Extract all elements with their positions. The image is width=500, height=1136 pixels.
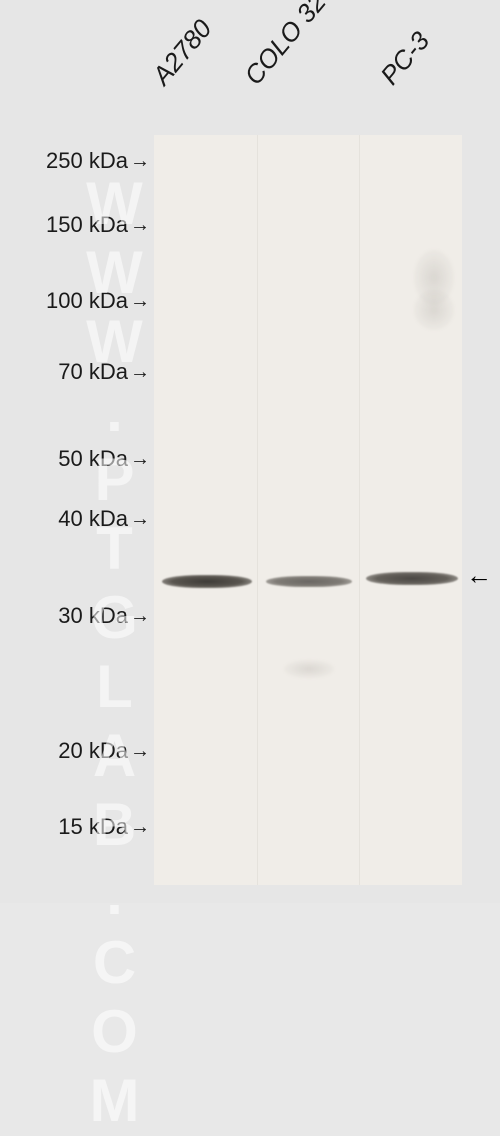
lane-divider	[257, 135, 258, 885]
band-lane2	[266, 576, 352, 587]
band-lane1	[162, 575, 252, 588]
mw-marker-label: 70 kDa	[58, 359, 128, 385]
mw-marker-50: 50 kDa→	[58, 446, 148, 472]
watermark-text: WWW.PTGLAB.COM	[80, 170, 149, 1136]
marker-arrow-icon: →	[130, 816, 148, 839]
mw-marker-15: 15 kDa→	[58, 814, 148, 840]
marker-arrow-icon: →	[130, 740, 148, 763]
band-lane3	[366, 572, 458, 585]
marker-arrow-icon: →	[130, 290, 148, 313]
target-band-arrow-icon: ←	[466, 560, 492, 591]
western-blot-figure: 250 kDa→ 150 kDa→ 100 kDa→ 70 kDa→ 50 kD…	[0, 0, 500, 903]
marker-arrow-icon: →	[130, 214, 148, 237]
lane-label-pc3: PC-3	[374, 26, 436, 91]
nonspecific-smudge	[284, 660, 334, 678]
mw-marker-label: 250 kDa	[46, 148, 128, 174]
blot-membrane	[154, 135, 462, 885]
mw-marker-30: 30 kDa→	[58, 603, 148, 629]
marker-arrow-icon: →	[130, 448, 148, 471]
mw-marker-150: 150 kDa→	[46, 212, 148, 238]
nonspecific-smudge	[414, 290, 454, 330]
marker-arrow-icon: →	[130, 150, 148, 173]
mw-marker-label: 40 kDa	[58, 506, 128, 532]
mw-marker-label: 15 kDa	[58, 814, 128, 840]
lane-label-a2780: A2780	[146, 13, 218, 91]
lane-label-colo320: COLO 320	[238, 0, 342, 91]
mw-marker-250: 250 kDa→	[46, 148, 148, 174]
mw-marker-label: 150 kDa	[46, 212, 128, 238]
mw-marker-70: 70 kDa→	[58, 359, 148, 385]
mw-marker-20: 20 kDa→	[58, 738, 148, 764]
lane-divider	[359, 135, 360, 885]
mw-marker-label: 100 kDa	[46, 288, 128, 314]
marker-arrow-icon: →	[130, 605, 148, 628]
mw-marker-label: 20 kDa	[58, 738, 128, 764]
mw-marker-100: 100 kDa→	[46, 288, 148, 314]
mw-marker-40: 40 kDa→	[58, 506, 148, 532]
mw-marker-label: 30 kDa	[58, 603, 128, 629]
mw-marker-label: 50 kDa	[58, 446, 128, 472]
marker-arrow-icon: →	[130, 508, 148, 531]
marker-arrow-icon: →	[130, 361, 148, 384]
